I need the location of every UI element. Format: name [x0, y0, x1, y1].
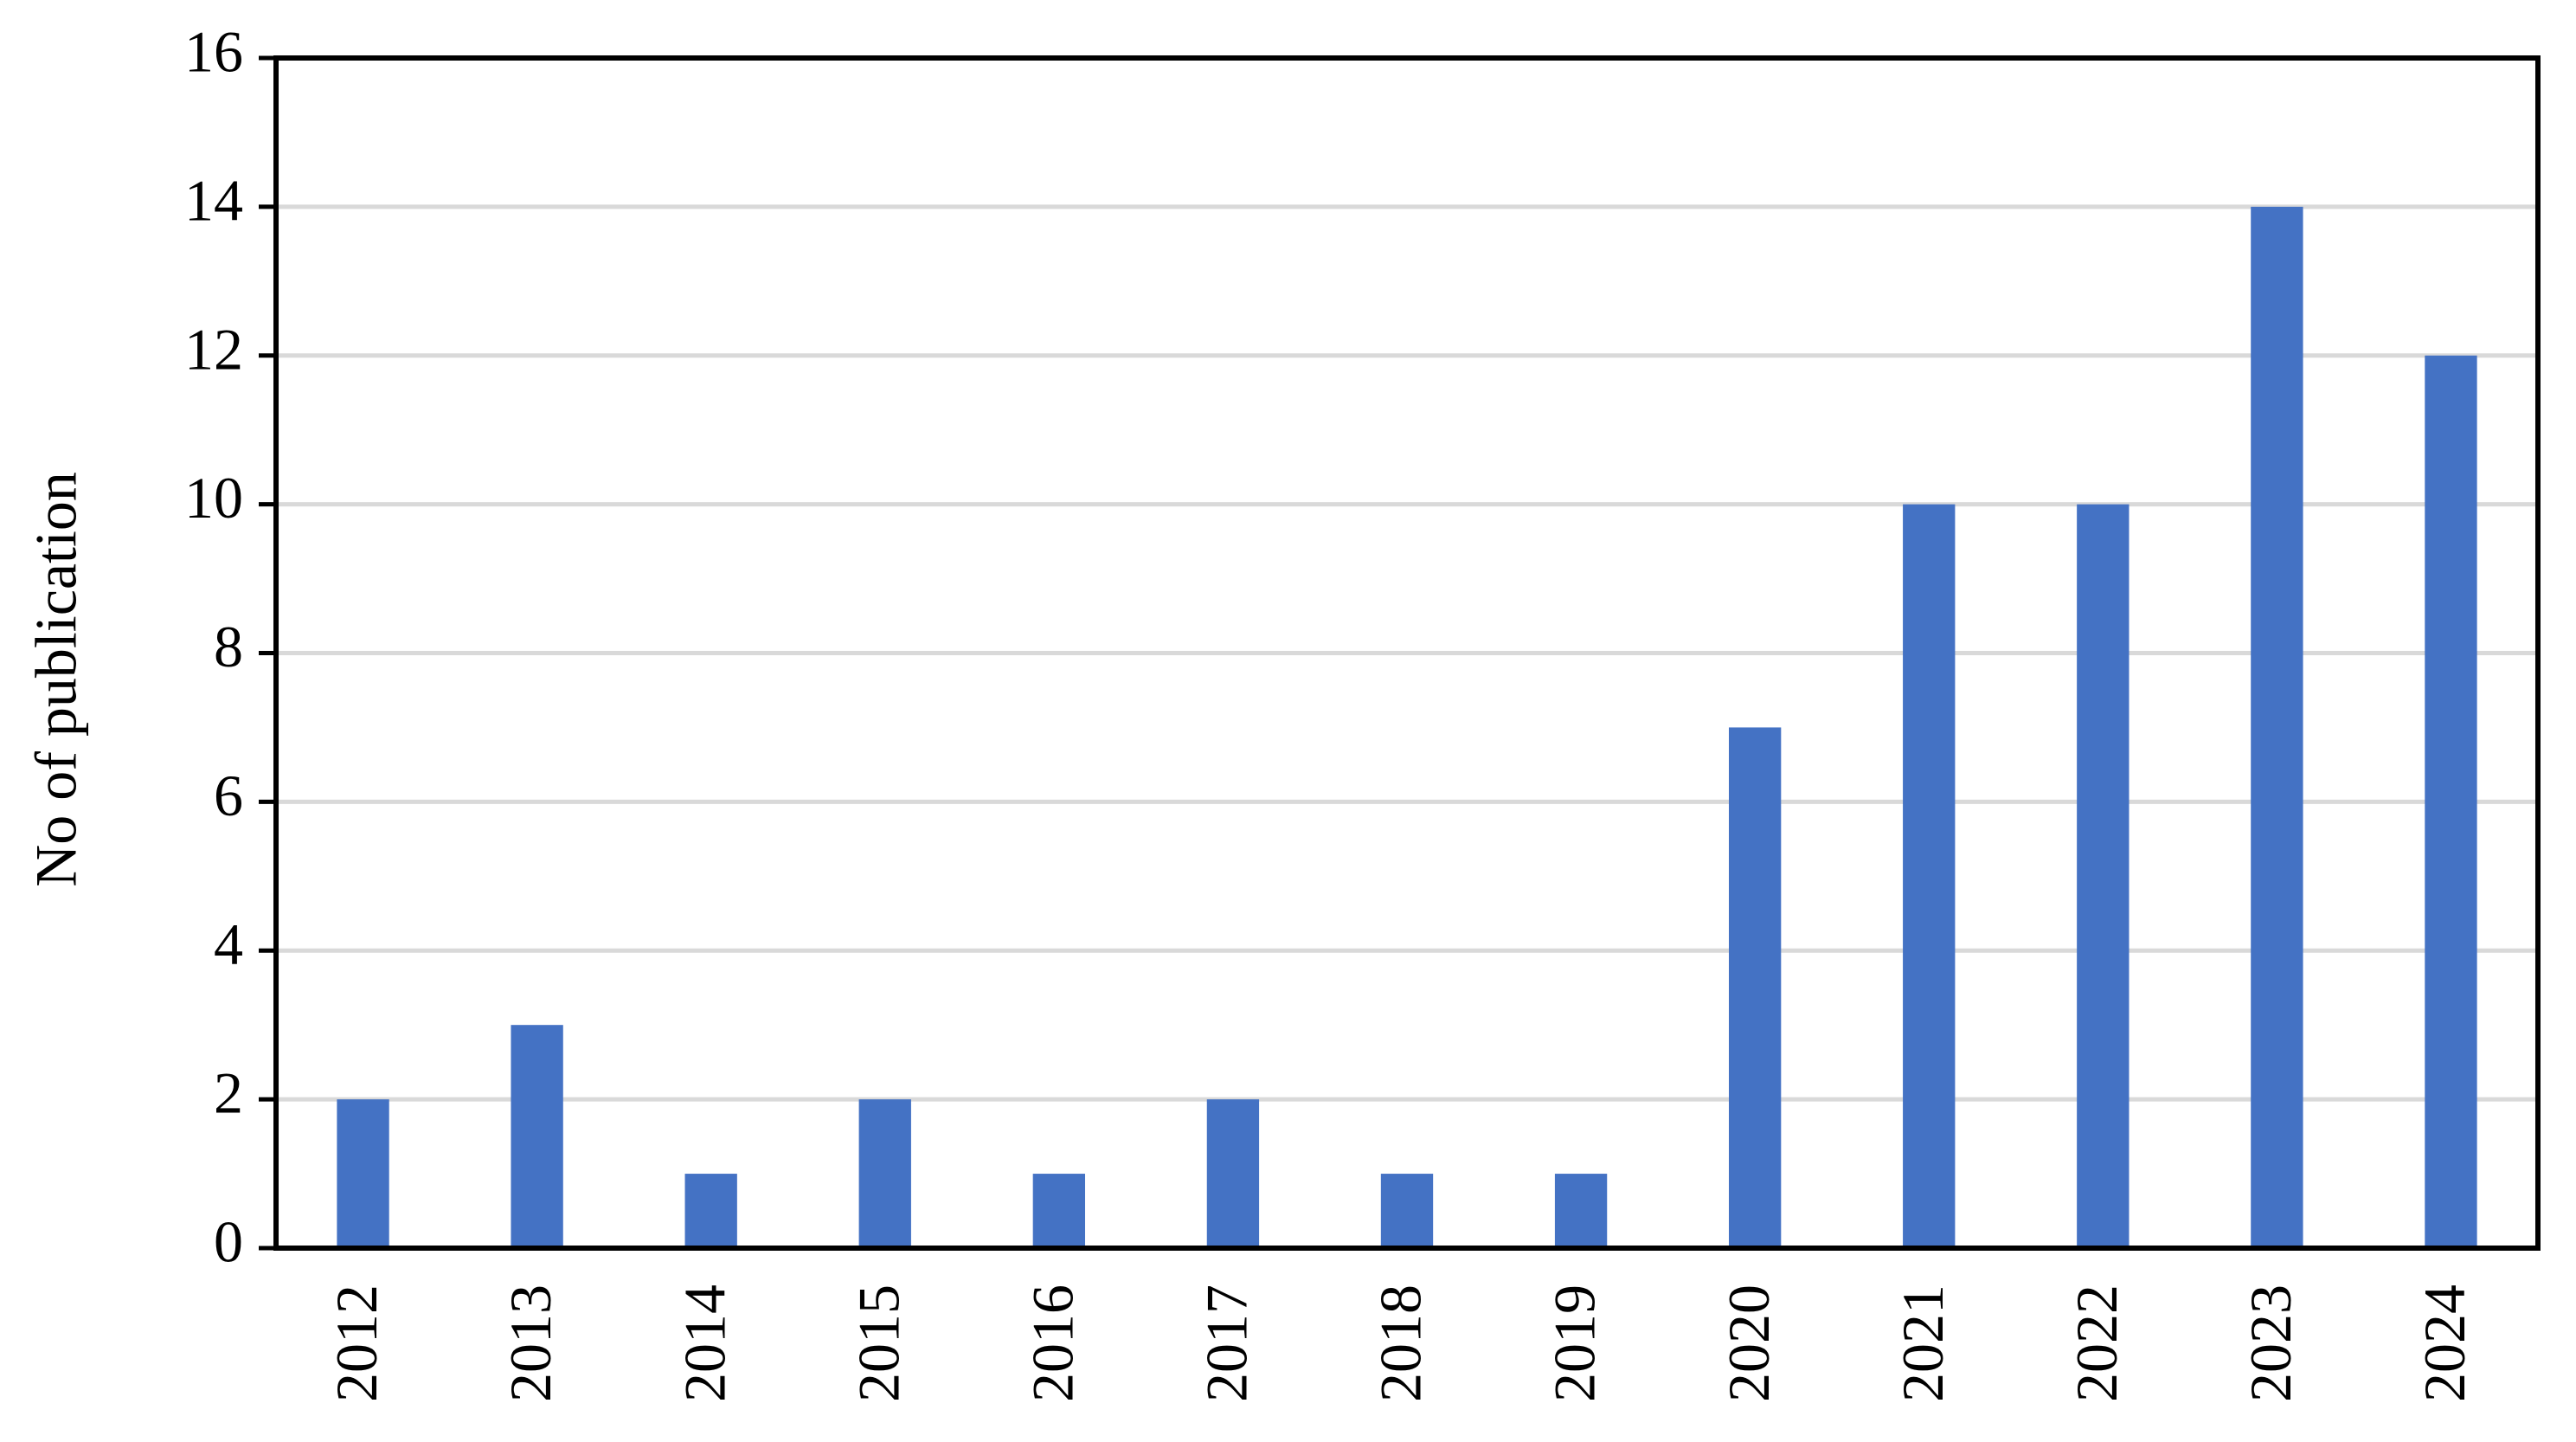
y-tick-label: 8	[214, 614, 243, 679]
x-tick-label: 2024	[2412, 1284, 2477, 1402]
y-tick-label: 4	[214, 911, 243, 977]
y-tick-label: 16	[184, 19, 243, 85]
x-tick-label: 2022	[2064, 1284, 2130, 1402]
x-tick-label: 2017	[1194, 1284, 1260, 1402]
x-tick-label: 2019	[1542, 1284, 1608, 1402]
bar	[511, 1025, 563, 1248]
bar	[2251, 206, 2303, 1248]
x-tick-label: 2015	[845, 1284, 911, 1402]
y-axis-label: No of publication	[23, 472, 89, 887]
x-tick-label: 2018	[1368, 1284, 1434, 1402]
bar	[2425, 355, 2477, 1248]
bar	[1728, 727, 1782, 1248]
bar	[2077, 504, 2130, 1248]
plot-frame	[273, 55, 2541, 1251]
x-tick-label: 2014	[671, 1284, 737, 1402]
y-tick-label: 14	[184, 167, 243, 233]
bar	[1206, 1099, 1260, 1248]
bar	[337, 1099, 389, 1248]
x-tick-label: 2016	[1019, 1284, 1085, 1402]
y-tick-label: 6	[214, 763, 243, 828]
x-tick-label: 2023	[2238, 1284, 2303, 1402]
y-tick-label: 0	[214, 1209, 243, 1275]
bar	[1903, 504, 1956, 1248]
bar	[684, 1174, 737, 1248]
bar	[858, 1099, 911, 1248]
bar	[1032, 1174, 1086, 1248]
x-tick-label: 2012	[324, 1284, 389, 1402]
x-tick-label: 2020	[1716, 1284, 1782, 1402]
bar	[1554, 1174, 1608, 1248]
x-tick-label: 2013	[498, 1284, 563, 1402]
y-tick-label: 10	[184, 465, 243, 531]
bar	[1380, 1174, 1434, 1248]
y-tick-label: 12	[184, 316, 243, 382]
x-tick-label: 2021	[1890, 1284, 1956, 1402]
y-tick-label: 2	[214, 1060, 243, 1126]
